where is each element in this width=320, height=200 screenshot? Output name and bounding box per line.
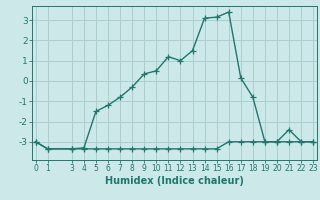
X-axis label: Humidex (Indice chaleur): Humidex (Indice chaleur) — [105, 176, 244, 186]
